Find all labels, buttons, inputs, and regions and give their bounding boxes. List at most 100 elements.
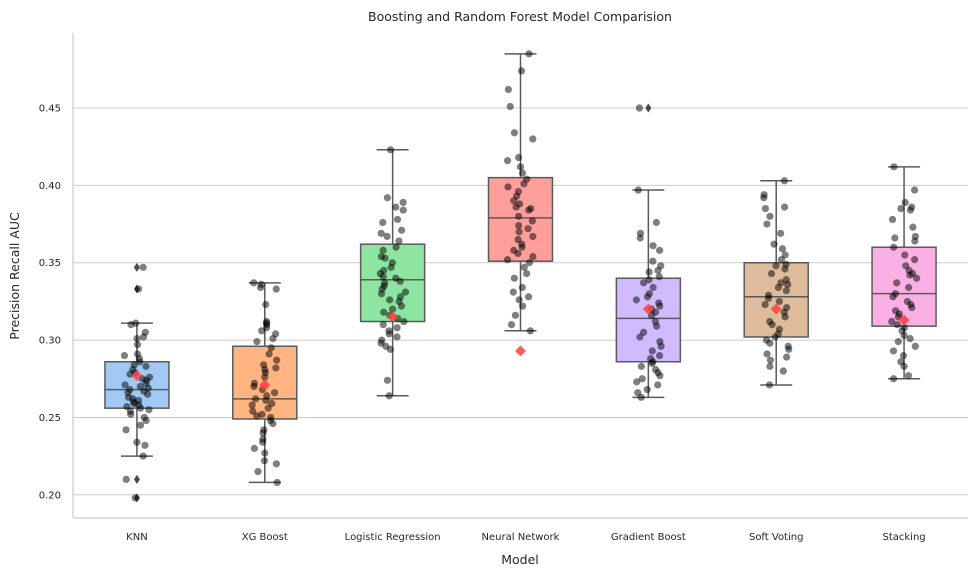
data-point (261, 373, 269, 381)
data-point (397, 302, 406, 310)
data-point (249, 407, 257, 415)
data-point (272, 460, 280, 468)
data-point (911, 342, 919, 350)
data-point (518, 283, 526, 292)
data-point (783, 353, 791, 361)
data-point (779, 367, 787, 375)
data-point (904, 372, 913, 380)
data-point (784, 280, 792, 288)
data-point (518, 169, 527, 177)
data-point (515, 296, 523, 304)
data-point (637, 362, 645, 370)
data-point (760, 194, 768, 202)
mean-marker (642, 303, 654, 315)
data-point (906, 206, 915, 214)
data-point (640, 279, 648, 287)
data-point (890, 163, 898, 171)
data-point (379, 321, 387, 329)
data-point (656, 302, 664, 310)
data-point (647, 311, 656, 319)
data-point (893, 279, 901, 287)
y-tick-label: 0.20 (39, 490, 61, 501)
data-point (139, 452, 147, 460)
x-tick-label: Logistic Regression (345, 532, 441, 543)
data-point (908, 304, 916, 312)
data-point (273, 356, 281, 364)
data-point (910, 186, 919, 194)
data-point (256, 283, 265, 292)
data-point (127, 410, 135, 418)
data-point (271, 389, 279, 397)
data-point (509, 288, 517, 296)
y-tick-label: 0.25 (39, 413, 61, 424)
data-point (901, 251, 909, 259)
data-point (388, 305, 397, 313)
data-point (764, 294, 773, 302)
data-point (248, 401, 256, 409)
data-point (643, 293, 652, 301)
data-point (381, 254, 389, 262)
mean-marker (387, 311, 399, 323)
data-point (638, 375, 646, 383)
data-point (515, 228, 523, 236)
x-tick-label: Soft Voting (749, 532, 803, 543)
data-point (272, 285, 280, 293)
data-point (506, 102, 514, 111)
data-point (392, 203, 400, 211)
data-point (379, 218, 387, 227)
data-point (386, 146, 395, 154)
data-point (649, 257, 657, 265)
data-point (761, 300, 769, 309)
data-point (133, 341, 142, 349)
data-point (515, 222, 523, 230)
data-point (136, 358, 144, 366)
data-point (507, 321, 516, 329)
data-point (133, 438, 141, 446)
box-group (743, 179, 809, 386)
data-point (889, 347, 898, 355)
data-point (399, 198, 407, 207)
data-point (529, 135, 537, 143)
outlier-marker (645, 103, 652, 113)
data-point (253, 338, 261, 346)
data-point (139, 333, 148, 341)
y-tick-labels: 0.20 0.25 0.30 0.35 0.40 0.45 (39, 104, 61, 502)
mean-marker (259, 379, 271, 391)
data-point (525, 50, 533, 58)
data-point (511, 311, 520, 319)
data-point (645, 276, 653, 284)
data-point (913, 274, 921, 282)
data-point (400, 317, 408, 326)
data-point (780, 177, 789, 185)
x-axis-title: Model (501, 552, 539, 567)
mean-marker (131, 370, 143, 382)
box-group (359, 149, 426, 397)
data-point (258, 327, 266, 335)
data-point (637, 393, 645, 401)
data-point (133, 334, 141, 343)
y-tick-label: 0.45 (39, 104, 61, 115)
data-point (136, 421, 145, 429)
data-point (894, 338, 902, 346)
data-point (516, 163, 525, 171)
data-point (763, 350, 771, 358)
data-point (893, 321, 901, 329)
data-point (250, 279, 258, 287)
data-point (634, 186, 642, 194)
data-point (768, 321, 776, 329)
data-point (383, 232, 391, 241)
x-tick-label: Gradient Boost (611, 532, 686, 543)
data-point (131, 494, 139, 502)
data-point (510, 129, 519, 137)
data-point (515, 212, 523, 220)
data-point (273, 478, 281, 487)
data-point (259, 429, 267, 437)
box-iqr (871, 246, 937, 327)
data-point (523, 269, 531, 278)
mean-marker (770, 303, 782, 315)
data-point (264, 404, 272, 412)
data-point (889, 375, 898, 383)
data-point (775, 297, 783, 306)
data-point (524, 225, 532, 233)
